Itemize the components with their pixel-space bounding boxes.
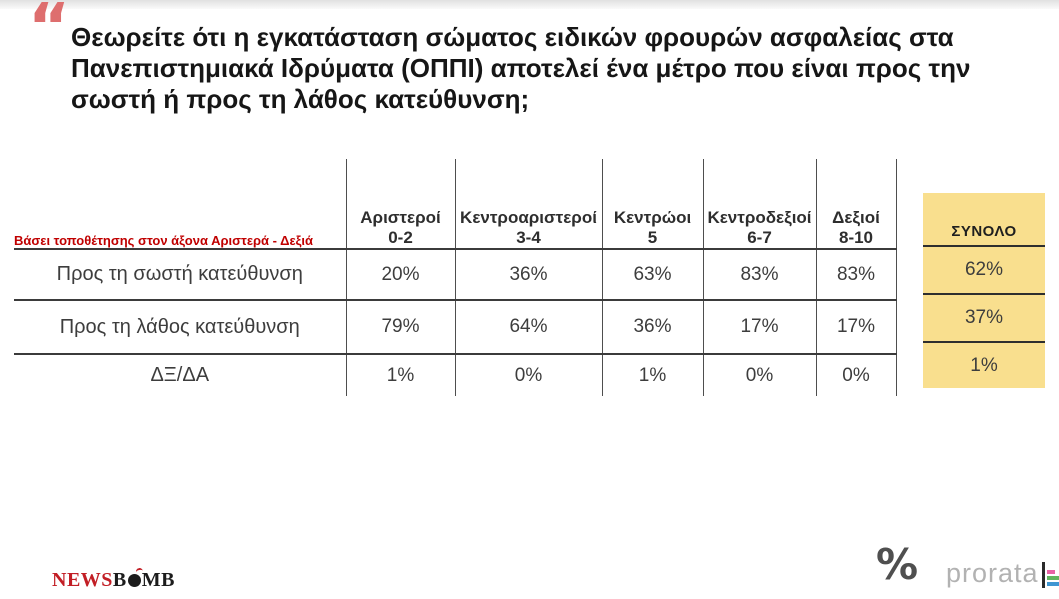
total-value-dont-know: 1% [970, 354, 998, 376]
newsbomb-logo-b: B [112, 569, 127, 591]
newsbomb-logo-mb: MB [141, 569, 175, 591]
table-row-dont-know: ΔΞ/ΔΑ 1% 0% 1% 0% 0% [14, 354, 897, 396]
table-cell: 1% [345, 354, 455, 396]
column-header-center-right: Κεντροδεξιοί 6-7 [702, 159, 816, 250]
column-name: Κεντρώοι [613, 208, 692, 227]
table-cell: 0% [815, 354, 897, 396]
newsbomb-logo: NEWSB MB [52, 569, 175, 592]
column-range: 8-10 [838, 228, 874, 247]
column-name: Κεντροδεξιοί [707, 208, 812, 227]
prorata-logo-text: prorata [946, 558, 1039, 588]
table-row-right-direction: Προς τη σωστή κατεύθυνση 20% 36% 63% 83%… [14, 249, 897, 301]
total-header: ΣΥΝΟΛΟ [923, 193, 1045, 247]
column-header-center-left: Κεντροαριστεροί 3-4 [454, 159, 602, 250]
page-title: Θεωρείτε ότι η εγκατάσταση σώματος ειδικ… [71, 22, 970, 115]
total-summary-box: ΣΥΝΟΛΟ 62% 37% 1% [923, 193, 1045, 388]
table-cell: 36% [601, 300, 703, 355]
total-value-wrong-direction: 37% [923, 295, 1045, 343]
table-cell: 83% [815, 249, 897, 301]
table-cell: 36% [454, 249, 602, 301]
column-header-center: Κεντρώοι 5 [601, 159, 703, 250]
table-cell: 20% [345, 249, 455, 301]
percent-icon: % [876, 540, 919, 589]
title-line-3: σωστή ή προς τη λάθος κατεύθυνση; [71, 84, 530, 114]
row-label: Προς τη λάθος κατεύθυνση [14, 300, 346, 355]
column-range: 3-4 [516, 228, 541, 247]
row-label: Προς τη σωστή κατεύθυνση [14, 249, 346, 301]
total-value-right-direction: 62% [923, 247, 1045, 295]
axis-note-label: Βάσει τοποθέτησης στον άξονα Αριστερά - … [14, 159, 346, 250]
prorata-logo: prorata [946, 558, 1059, 588]
table-cell: 64% [454, 300, 602, 355]
column-range: 5 [647, 228, 658, 247]
column-header-right: Δεξιοί 8-10 [815, 159, 897, 250]
results-table: Βάσει τοποθέτησης στον άξονα Αριστερά - … [14, 159, 897, 396]
table-cell: 0% [454, 354, 602, 396]
column-range: 0-2 [388, 228, 413, 247]
column-name: Δεξιοί [832, 208, 880, 227]
column-header-left: Αριστεροί 0-2 [345, 159, 455, 250]
column-name: Κεντροαριστεροί [460, 208, 597, 227]
column-name: Αριστεροί [360, 208, 441, 227]
title-line-2: Πανεπιστημιακά Ιδρύματα (ΟΠΠΙ) αποτελεί … [71, 53, 971, 83]
bomb-icon [127, 574, 141, 587]
table-cell: 63% [601, 249, 703, 301]
title-line-1: Θεωρείτε ότι η εγκατάσταση σώματος ειδικ… [71, 22, 954, 52]
table-cell: 17% [815, 300, 897, 355]
table-cell: 0% [702, 354, 816, 396]
table-cell: 79% [345, 300, 455, 355]
quote-icon: “ [28, 0, 71, 65]
prorata-barchart-icon [1041, 562, 1059, 588]
table-cell: 83% [702, 249, 816, 301]
table-row-wrong-direction: Προς τη λάθος κατεύθυνση 79% 64% 36% 17%… [14, 300, 897, 355]
row-label: ΔΞ/ΔΑ [150, 364, 210, 386]
table-header-row: Βάσει τοποθέτησης στον άξονα Αριστερά - … [14, 159, 897, 250]
newsbomb-logo-news: NEWS [52, 569, 113, 591]
column-range: 6-7 [747, 228, 772, 247]
top-divider-strip [0, 0, 1059, 9]
table-cell: 17% [702, 300, 816, 355]
table-cell: 1% [601, 354, 703, 396]
